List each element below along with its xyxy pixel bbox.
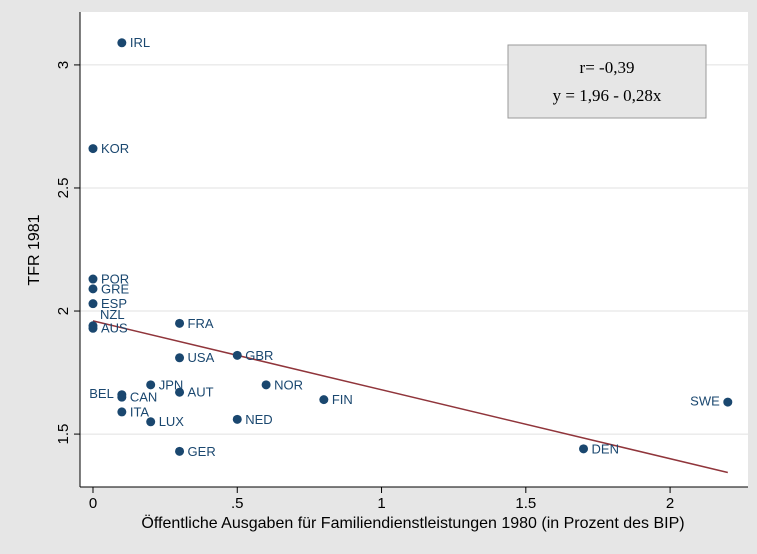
point — [319, 395, 329, 405]
point-label: BEL — [89, 386, 114, 401]
x-tick-label: 1 — [377, 495, 385, 512]
x-tick-label: 2 — [666, 495, 674, 512]
point-label: AUS — [101, 321, 128, 336]
point — [232, 350, 242, 360]
annotation: y = 1,96 - 0,28x — [553, 86, 662, 105]
point-label: FRA — [188, 316, 214, 331]
annotation: r= -0,39 — [580, 58, 635, 77]
y-tick-label: 2 — [55, 307, 72, 315]
y-tick-label: 3 — [55, 61, 72, 69]
y-tick-label: 1.5 — [55, 424, 72, 445]
x-axis-title: Öffentliche Ausgaben für Familiendienstl… — [141, 514, 684, 532]
point — [175, 318, 185, 328]
point — [723, 397, 733, 407]
point-label: GBR — [245, 348, 273, 363]
point — [88, 299, 98, 309]
y-tick-label: 2.5 — [55, 178, 72, 199]
point-label: GRE — [101, 281, 130, 296]
point — [117, 407, 127, 417]
point — [88, 274, 98, 284]
point-label: USA — [188, 350, 215, 365]
point — [88, 284, 98, 294]
point-label: FIN — [332, 392, 353, 407]
point-label: NZL — [100, 307, 125, 322]
point — [88, 323, 98, 333]
point-label: KOR — [101, 141, 129, 156]
x-tick-label: 1.5 — [515, 495, 536, 512]
point-label: AUT — [188, 385, 214, 400]
point-label: GER — [188, 444, 216, 459]
point-label: NED — [245, 412, 272, 427]
point — [579, 444, 589, 454]
point — [261, 380, 271, 390]
point — [117, 38, 127, 48]
fit-line — [92, 320, 728, 474]
point — [146, 417, 156, 427]
point — [175, 387, 185, 397]
point-label: DEN — [592, 441, 619, 456]
point-label: SWE — [690, 394, 720, 409]
x-tick-label: .5 — [231, 495, 244, 512]
point-label: NOR — [274, 377, 303, 392]
point — [232, 414, 242, 424]
point-label: ESP — [101, 296, 127, 311]
point — [146, 380, 156, 390]
point — [117, 392, 127, 402]
point-label: CAN — [130, 390, 157, 405]
point-label: IRL — [130, 35, 150, 50]
x-tick-label: 0 — [89, 495, 97, 512]
point — [88, 144, 98, 154]
point-label: ITA — [130, 404, 150, 419]
y-axis-title: TFR 1981 — [26, 214, 43, 285]
point — [175, 353, 185, 363]
point — [175, 446, 185, 456]
point-label: POR — [101, 271, 129, 286]
annotation-box — [507, 44, 707, 119]
point-label: LUX — [159, 414, 185, 429]
